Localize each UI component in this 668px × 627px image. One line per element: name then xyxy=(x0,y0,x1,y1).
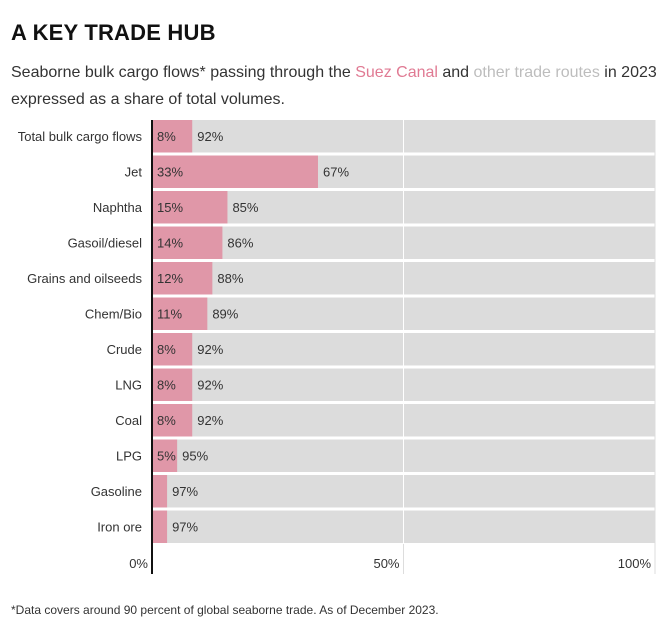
legend-suez-canal: Suez Canal xyxy=(355,64,438,81)
subtitle-text-2: in 2023 expressed as a share of total vo… xyxy=(11,64,657,108)
value-label-other: 85% xyxy=(232,200,258,215)
bar-suez-canal xyxy=(152,404,193,437)
x-tick-label: 100% xyxy=(618,556,652,571)
category-label: Iron ore xyxy=(97,519,142,534)
value-label-other: 86% xyxy=(227,235,253,250)
category-label: LNG xyxy=(115,377,142,392)
bar-suez-canal xyxy=(152,297,208,330)
category-label: Chem/Bio xyxy=(85,306,142,321)
x-tick-label: 0% xyxy=(129,556,148,571)
value-label-suez: 8% xyxy=(157,129,176,144)
bar-suez-canal xyxy=(152,155,318,188)
value-label-suez: 14% xyxy=(157,235,183,250)
category-label: Coal xyxy=(115,413,142,428)
value-label-suez: 5% xyxy=(157,448,176,463)
category-label: Crude xyxy=(107,342,142,357)
value-label-other: 97% xyxy=(172,519,198,534)
category-label: LPG xyxy=(116,448,142,463)
value-label-other: 97% xyxy=(172,484,198,499)
category-label: Total bulk cargo flows xyxy=(18,129,143,144)
subtitle-text-and: and xyxy=(437,64,474,81)
category-label: Naphtha xyxy=(93,200,143,215)
bar-suez-canal xyxy=(152,510,168,543)
bar-suez-canal xyxy=(152,226,223,259)
bar-suez-canal xyxy=(152,333,193,366)
value-label-suez: 8% xyxy=(157,342,176,357)
value-label-other: 92% xyxy=(197,129,223,144)
bar-suez-canal xyxy=(152,262,213,295)
bar-suez-canal xyxy=(152,439,178,472)
value-label-other: 92% xyxy=(197,377,223,392)
value-label-other: 89% xyxy=(212,306,238,321)
value-label-other: 92% xyxy=(197,342,223,357)
value-label-other: 95% xyxy=(182,448,208,463)
value-label-suez: 33% xyxy=(157,164,183,179)
stacked-bar-chart: Total bulk cargo flows 8% 92% Jet 33% 67% Naph… xyxy=(18,120,656,574)
value-label-other: 92% xyxy=(197,413,223,428)
category-label: Gasoil/diesel xyxy=(68,235,143,250)
value-label-other: 67% xyxy=(323,164,349,179)
bar-suez-canal xyxy=(152,475,168,508)
value-label-suez: 11% xyxy=(157,306,182,321)
value-label-suez: 12% xyxy=(157,271,183,286)
value-label-suez: 8% xyxy=(157,377,176,392)
category-label: Jet xyxy=(125,164,143,179)
footnote: *Data covers around 90 percent of global… xyxy=(11,603,439,617)
legend-other-trade-routes: other trade routes xyxy=(473,64,600,81)
x-tick-label: 50% xyxy=(373,556,399,571)
bar-suez-canal xyxy=(152,120,193,153)
bar-suez-canal xyxy=(152,191,228,224)
value-label-suez: 8% xyxy=(157,413,176,428)
category-label: Grains and oilseeds xyxy=(27,271,142,286)
bar-suez-canal xyxy=(152,368,193,401)
subtitle-text-1: Seaborne bulk cargo flows* passing throu… xyxy=(11,64,356,81)
value-label-suez: 15% xyxy=(157,200,183,215)
chart-title: A KEY TRADE HUB xyxy=(11,20,216,45)
category-label: Gasoline xyxy=(91,484,142,499)
value-label-other: 88% xyxy=(217,271,243,286)
chart-subtitle: Seaborne bulk cargo flows* passing throu… xyxy=(11,59,661,113)
